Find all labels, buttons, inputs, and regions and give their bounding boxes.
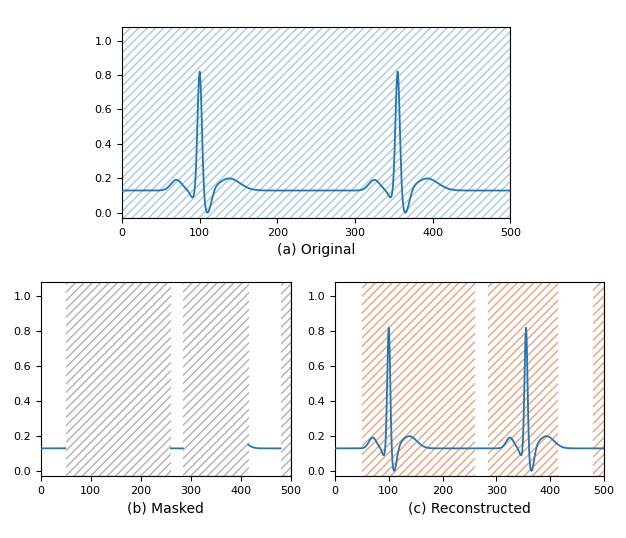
X-axis label: (a) Original: (a) Original [277,243,356,257]
Bar [558,282,593,476]
X-axis label: (c) Reconstructed: (c) Reconstructed [408,501,531,515]
Bar [171,282,183,476]
Bar [249,282,281,476]
Bar [475,282,488,476]
Bar [41,282,66,476]
Bar [335,282,362,476]
X-axis label: (b) Masked: (b) Masked [128,501,204,515]
